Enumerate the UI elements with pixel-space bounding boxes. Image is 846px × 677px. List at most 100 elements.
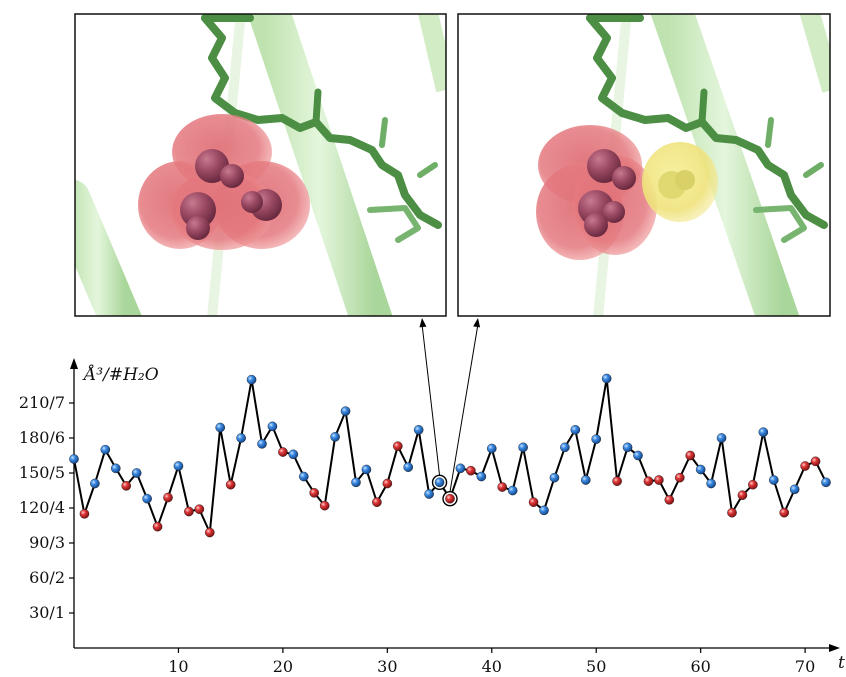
- data-point-red: [445, 493, 455, 504]
- data-point-red: [392, 441, 403, 451]
- y-tick-label: 90/3: [29, 533, 65, 552]
- data-point-red: [779, 507, 790, 518]
- data-point-blue: [413, 425, 424, 435]
- data-point-red: [372, 497, 382, 507]
- molecular-panel-right: [457, 13, 831, 317]
- data-point-red: [204, 527, 215, 538]
- data-point-blue: [90, 478, 100, 489]
- data-point-blue: [298, 471, 309, 482]
- data-point-blue: [110, 463, 121, 474]
- x-axis-arrow: [829, 644, 840, 652]
- highlighted-water-right: [642, 142, 718, 222]
- data-point-blue: [351, 477, 361, 488]
- data-point-blue: [236, 433, 246, 443]
- data-point-red: [612, 476, 622, 486]
- water-atoms-right: [578, 149, 636, 237]
- y-tick-label: 120/4: [19, 498, 65, 517]
- time-series-chart: 30/1 60/2 90/3 120/4 150/5 180/6 210/7 10 20 30 4…: [19, 318, 845, 676]
- data-point-blue: [486, 443, 497, 454]
- data-point-red: [643, 476, 654, 486]
- data-point-blue: [340, 406, 351, 416]
- data-point-red: [727, 507, 737, 518]
- data-point-blue: [246, 374, 257, 385]
- axes: [70, 358, 840, 652]
- data-point-red: [121, 481, 132, 491]
- data-point-red: [152, 521, 163, 532]
- x-tick-label: 40: [482, 657, 502, 676]
- data-point-red: [800, 461, 810, 471]
- data-point-blue: [789, 484, 800, 495]
- data-point-red: [163, 492, 173, 503]
- data-point-red: [674, 472, 685, 483]
- data-point-blue: [768, 475, 779, 485]
- molecular-panel-left: [74, 13, 447, 317]
- connector-arrowhead: [473, 318, 481, 328]
- data-point-red: [654, 475, 664, 485]
- data-point-blue: [455, 463, 466, 474]
- data-point-blue: [361, 464, 372, 475]
- data-point-blue: [267, 421, 278, 432]
- x-tick-label: 50: [586, 657, 606, 676]
- data-point-red: [664, 495, 675, 505]
- data-point-blue: [758, 427, 769, 437]
- data-point-blue: [330, 432, 340, 442]
- data-point-blue: [142, 493, 152, 504]
- data-point-red: [194, 504, 205, 514]
- y-tick-label: 30/1: [29, 603, 65, 622]
- data-point-red: [319, 500, 330, 511]
- data-point-blue: [560, 442, 570, 453]
- data-point-blue: [821, 477, 831, 488]
- data-point-blue: [476, 471, 487, 482]
- data-point-blue: [215, 422, 226, 433]
- data-point-red: [737, 490, 748, 500]
- y-ticks: 30/1 60/2 90/3 120/4 150/5 180/6 210/7: [19, 393, 74, 622]
- data-point-red: [810, 456, 821, 467]
- data-point-blue: [539, 505, 549, 516]
- x-axis-label: t: [838, 653, 845, 673]
- panel-connectors: [419, 318, 481, 492]
- y-axis-arrow: [70, 358, 78, 369]
- x-tick-label: 20: [273, 657, 293, 676]
- data-point-red: [79, 509, 90, 519]
- x-tick-label: 70: [795, 657, 815, 676]
- x-tick-label: 30: [377, 657, 397, 676]
- data-point-red: [309, 488, 320, 498]
- data-point-blue: [633, 450, 643, 461]
- data-point-blue: [601, 373, 612, 384]
- data-point-blue: [549, 472, 560, 483]
- data-point-red: [382, 478, 393, 489]
- data-point-blue: [695, 464, 706, 475]
- panel-frame-left: [74, 13, 447, 317]
- y-tick-label: 210/7: [19, 393, 65, 412]
- data-point-blue: [424, 489, 434, 499]
- data-point-blue: [518, 442, 528, 453]
- data-point-blue: [131, 468, 142, 478]
- data-point-red: [466, 465, 476, 476]
- data-point-red: [685, 450, 696, 461]
- connector-arrowhead: [419, 318, 427, 328]
- y-tick-label: 180/6: [19, 428, 65, 447]
- data-point-blue: [434, 477, 445, 488]
- data-point-blue: [69, 454, 79, 464]
- data-points: [69, 373, 831, 538]
- x-tick-label: 10: [168, 657, 188, 676]
- data-point-blue: [716, 433, 727, 443]
- panel-frame-right: [457, 13, 831, 317]
- ligand-stick-left: [201, 14, 442, 243]
- data-point-blue: [706, 478, 716, 489]
- data-point-blue: [100, 444, 111, 455]
- data-point-blue: [622, 442, 633, 453]
- data-point-red: [748, 479, 758, 490]
- data-point-red: [497, 482, 508, 492]
- x-ticks: 10 20 30 40 50 60 70: [168, 648, 815, 676]
- y-tick-label: 60/2: [29, 568, 65, 587]
- connector-line: [421, 323, 441, 476]
- y-tick-label: 150/5: [19, 463, 65, 482]
- connector-line: [449, 323, 479, 492]
- data-point-red: [528, 497, 539, 507]
- data-point-blue: [591, 434, 602, 444]
- data-point-blue: [403, 462, 414, 472]
- data-point-blue: [580, 475, 591, 485]
- data-point-red: [184, 506, 194, 517]
